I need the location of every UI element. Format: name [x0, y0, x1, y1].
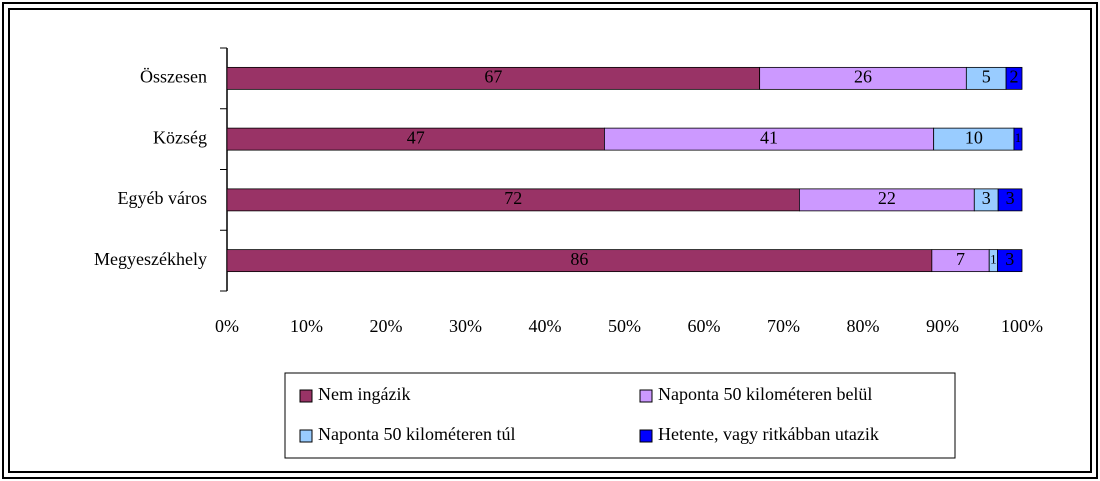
y-tick-label: Megyeszékhely [94, 249, 207, 269]
inner-frame [8, 8, 1092, 473]
data-label: 7 [956, 249, 965, 269]
data-label: 86 [570, 249, 588, 269]
data-label: 22 [878, 188, 896, 208]
data-label: 47 [407, 127, 425, 147]
data-label: 72 [504, 188, 522, 208]
y-tick-label: Egyéb város [118, 188, 207, 208]
legend-swatch [299, 389, 313, 403]
bar-segment [997, 188, 1023, 212]
legend-label: Naponta 50 kilométeren túl [318, 424, 515, 444]
data-label: 1 [990, 252, 997, 267]
x-tick-label: 80% [847, 316, 880, 336]
legend-box [284, 372, 956, 459]
x-tick-label: 60% [688, 316, 721, 336]
data-label: 26 [854, 67, 872, 87]
legend-label: Hetente, vagy ritkábban utazik [658, 424, 879, 444]
legend-label: Naponta 50 kilométeren belül [658, 384, 872, 404]
data-label: 2 [1010, 67, 1019, 87]
y-tick-label: Község [153, 127, 207, 147]
x-tick-label: 0% [215, 316, 239, 336]
data-label: 3 [1006, 188, 1015, 208]
data-label: 3 [982, 188, 991, 208]
x-tick-label: 10% [290, 316, 323, 336]
data-label: 1 [1015, 130, 1022, 145]
bar-segment [1013, 127, 1023, 151]
data-label: 3 [1005, 249, 1014, 269]
x-tick-label: 90% [926, 316, 959, 336]
x-tick-label: 20% [370, 316, 403, 336]
x-tick-label: 40% [529, 316, 562, 336]
x-tick-label: 30% [449, 316, 482, 336]
data-label: 5 [982, 67, 991, 87]
bar-segment [1005, 66, 1023, 90]
bar-segment [997, 249, 1023, 273]
legend-label: Nem ingázik [318, 384, 410, 404]
data-label: 41 [760, 127, 778, 147]
y-tick-label: Összesen [140, 67, 207, 87]
legend-swatch [639, 429, 653, 443]
x-tick-label: 50% [608, 316, 641, 336]
data-label: 67 [484, 67, 502, 87]
legend-swatch [639, 389, 653, 403]
legend-swatch [299, 429, 313, 443]
x-tick-label: 100% [1001, 316, 1043, 336]
data-label: 10 [965, 127, 983, 147]
x-tick-label: 70% [767, 316, 800, 336]
